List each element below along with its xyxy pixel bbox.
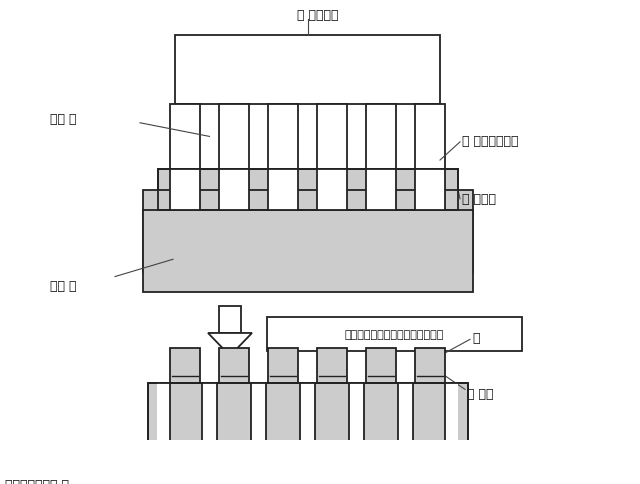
Wedge shape — [300, 441, 315, 448]
Text: ２: ２ — [472, 332, 479, 344]
Bar — [445, 383, 458, 441]
Bar — [158, 170, 458, 211]
Bar — [251, 383, 266, 441]
Bar — [219, 105, 249, 170]
Bar — [170, 105, 200, 170]
Text: 基材 １: 基材 １ — [50, 280, 77, 292]
Text: ６ 細孔: ６ 細孔 — [467, 388, 493, 401]
Bar — [415, 105, 445, 170]
Bar — [170, 348, 200, 383]
Wedge shape — [202, 441, 217, 448]
Bar — [268, 105, 298, 170]
Bar — [268, 348, 298, 383]
Bar — [202, 383, 217, 441]
Bar — [219, 348, 249, 383]
Bar — [175, 36, 440, 105]
Text: 多孔質構造材料 ７: 多孔質構造材料 ７ — [5, 478, 69, 484]
Bar — [158, 170, 458, 211]
Bar — [143, 191, 473, 272]
Bar — [300, 383, 315, 441]
Polygon shape — [208, 333, 252, 356]
Bar — [143, 211, 473, 292]
Bar — [366, 348, 396, 383]
Bar — [366, 170, 396, 211]
Bar — [267, 317, 522, 351]
Bar — [317, 348, 347, 383]
Bar — [268, 170, 298, 211]
Wedge shape — [398, 441, 413, 448]
Text: ４ 凹凸パターン: ４ 凹凸パターン — [462, 134, 518, 147]
Bar — [219, 306, 241, 333]
Bar — [219, 170, 249, 211]
Text: 電気化学プロセスによる細孔形成: 電気化学プロセスによる細孔形成 — [345, 329, 444, 339]
Text: ２ マスク: ２ マスク — [462, 193, 496, 206]
Wedge shape — [251, 441, 266, 448]
Bar — [366, 105, 396, 170]
Bar — [157, 383, 170, 441]
Bar — [317, 105, 347, 170]
Bar — [415, 348, 445, 383]
Bar — [398, 383, 413, 441]
Text: ３ モールド: ３ モールド — [297, 9, 339, 22]
Bar — [170, 170, 200, 211]
Bar — [148, 383, 468, 484]
Bar — [148, 383, 468, 484]
Wedge shape — [349, 441, 364, 448]
Bar — [317, 170, 347, 211]
Text: 凹部 ５: 凹部 ５ — [50, 112, 77, 125]
Bar — [415, 170, 445, 211]
Bar — [349, 383, 364, 441]
